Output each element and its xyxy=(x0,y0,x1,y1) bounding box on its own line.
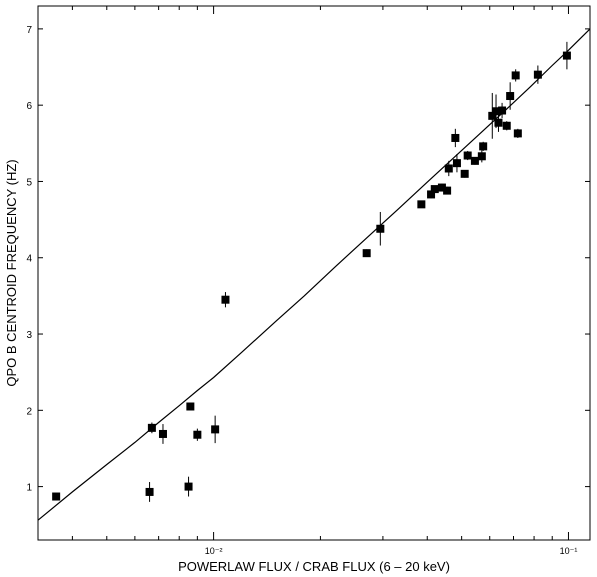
data-point xyxy=(452,159,461,168)
data-point xyxy=(506,92,515,101)
data-point xyxy=(533,70,542,79)
data-point xyxy=(492,107,501,116)
data-point xyxy=(158,429,167,438)
y-tick-label: 2 xyxy=(26,406,32,417)
data-point xyxy=(417,200,426,209)
data-point xyxy=(147,423,156,432)
data-point xyxy=(186,402,195,411)
data-point xyxy=(498,106,507,115)
data-point xyxy=(562,51,571,60)
data-point xyxy=(145,487,154,496)
data-point xyxy=(463,151,472,160)
data-point xyxy=(451,133,460,142)
fit-curve xyxy=(37,28,591,521)
data-point xyxy=(427,190,436,199)
data-point xyxy=(477,152,486,161)
data-point xyxy=(376,224,385,233)
x-axis-label: POWERLAW FLUX / CRAB FLUX (6 – 20 keV) xyxy=(178,559,450,574)
data-point xyxy=(362,249,371,258)
data-point xyxy=(221,295,230,304)
data-point xyxy=(460,169,469,178)
data-point xyxy=(443,186,452,195)
data-point xyxy=(444,164,453,173)
x-tick-label: 10⁻¹ xyxy=(560,546,578,556)
y-tick-label: 4 xyxy=(26,254,32,265)
data-point xyxy=(470,156,479,165)
data-point xyxy=(488,111,497,120)
data-point xyxy=(193,430,202,439)
data-point xyxy=(479,142,488,151)
data-points-layer xyxy=(52,41,571,502)
y-axis-label: QPO B CENTROID FREQUENCY (HZ) xyxy=(4,159,19,386)
data-point xyxy=(52,492,61,501)
data-point xyxy=(513,129,522,138)
y-tick-label: 6 xyxy=(26,101,32,112)
data-point xyxy=(511,71,520,80)
plot-frame xyxy=(37,5,591,541)
y-tick-label: 5 xyxy=(26,177,32,188)
fit-curve-layer xyxy=(37,28,591,521)
data-point xyxy=(502,121,511,130)
data-point xyxy=(430,185,439,194)
data-point xyxy=(211,425,220,434)
data-point xyxy=(494,118,503,127)
data-point xyxy=(184,482,193,491)
x-tick-label: 10⁻² xyxy=(205,546,223,556)
data-point xyxy=(437,183,446,192)
y-tick-label: 1 xyxy=(26,483,32,494)
ticks-layer: 1 2 3 4 5 6 7 10⁻² 10⁻¹ xyxy=(26,6,590,556)
y-tick-label: 7 xyxy=(26,25,32,36)
y-tick-label: 3 xyxy=(26,330,32,341)
